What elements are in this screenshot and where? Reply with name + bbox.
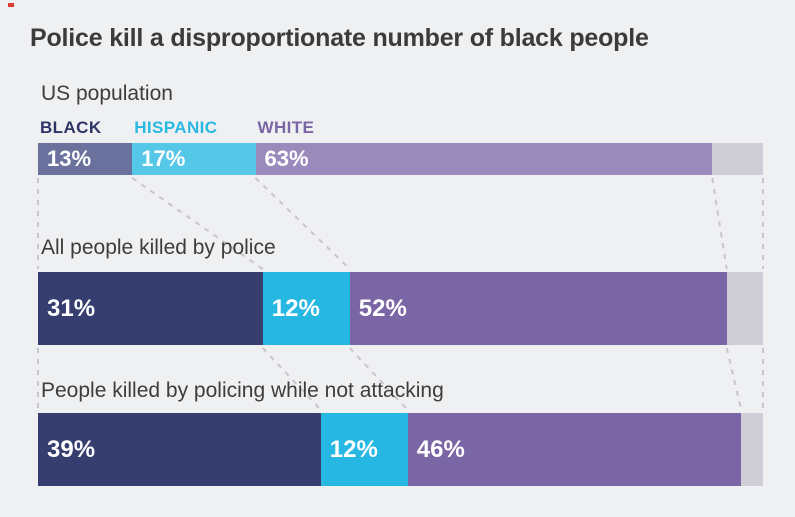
connector-line: [725, 347, 743, 411]
brand-mark: [8, 3, 14, 7]
segment-value-label: 13%: [47, 146, 92, 171]
legend-item-black: BLACK: [40, 118, 102, 137]
bar-group-label: People killed by policing while not atta…: [41, 379, 444, 402]
legend-item-hispanic: HISPANIC: [134, 118, 218, 137]
segment-value-label: 52%: [358, 294, 407, 322]
stacked-bar: 31% 12% 52%: [38, 272, 763, 345]
bar-segment-black: 31%: [38, 272, 263, 345]
segment-value-label: 39%: [47, 435, 96, 463]
chart-title: Police kill a disproportionate number of…: [30, 24, 649, 52]
segment-value-label: 12%: [329, 435, 378, 463]
bar-segment-black: 39%: [38, 413, 321, 486]
segment-value-label: 46%: [416, 435, 465, 463]
segment-value-label: 63%: [264, 146, 309, 171]
stacked-bar: 39% 12% 46%: [38, 413, 763, 486]
bar-segment-black: 13%: [38, 143, 133, 175]
bar-segment-hispanic: 12%: [262, 272, 350, 345]
bar-segment-hispanic: 17%: [132, 143, 256, 175]
legend-item-white: WHITE: [257, 118, 315, 137]
connector-line: [711, 177, 728, 270]
bar-segment-white: 52%: [349, 272, 727, 345]
segment-value-label: 12%: [271, 294, 320, 322]
segment-value-label: 17%: [141, 146, 186, 171]
segment-value-label: 31%: [47, 294, 96, 322]
bar-segment-white: 46%: [407, 413, 742, 486]
bar-group-label: US population: [41, 82, 173, 105]
bar-segment-hispanic: 12%: [320, 413, 408, 486]
stacked-bar: 13% 17% 63%: [38, 143, 763, 175]
bar-group-label: All people killed by police: [41, 236, 276, 259]
bar-segment-white: 63%: [255, 143, 713, 175]
